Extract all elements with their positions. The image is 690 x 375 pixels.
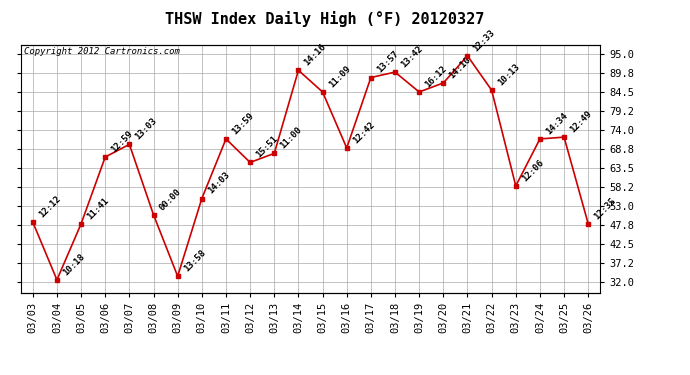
Text: 10:18: 10:18 <box>61 252 86 277</box>
Text: 11:00: 11:00 <box>279 125 304 151</box>
Text: Copyright 2012 Cartronics.com: Copyright 2012 Cartronics.com <box>23 48 179 57</box>
Text: THSW Index Daily High (°F) 20120327: THSW Index Daily High (°F) 20120327 <box>165 11 484 27</box>
Text: 13:42: 13:42 <box>400 44 424 69</box>
Text: 12:49: 12:49 <box>569 109 593 134</box>
Text: 11:41: 11:41 <box>86 196 110 221</box>
Text: 13:03: 13:03 <box>134 116 159 142</box>
Text: 12:06: 12:06 <box>520 158 545 183</box>
Text: 12:42: 12:42 <box>351 120 376 145</box>
Text: 14:16: 14:16 <box>303 42 328 68</box>
Text: 13:57: 13:57 <box>375 50 400 75</box>
Text: 14:10: 14:10 <box>448 55 473 80</box>
Text: 16:12: 16:12 <box>424 64 448 89</box>
Text: 14:03: 14:03 <box>206 170 231 196</box>
Text: 10:13: 10:13 <box>496 62 521 87</box>
Text: 13:58: 13:58 <box>182 248 207 273</box>
Text: 15:51: 15:51 <box>255 134 279 160</box>
Text: 12:12: 12:12 <box>37 194 62 219</box>
Text: 13:59: 13:59 <box>230 111 255 136</box>
Text: 12:35: 12:35 <box>593 196 618 221</box>
Text: 14:34: 14:34 <box>544 111 569 136</box>
Text: 12:59: 12:59 <box>110 129 135 154</box>
Text: 00:00: 00:00 <box>158 187 183 212</box>
Text: 11:09: 11:09 <box>327 64 352 89</box>
Text: 12:33: 12:33 <box>472 28 497 53</box>
